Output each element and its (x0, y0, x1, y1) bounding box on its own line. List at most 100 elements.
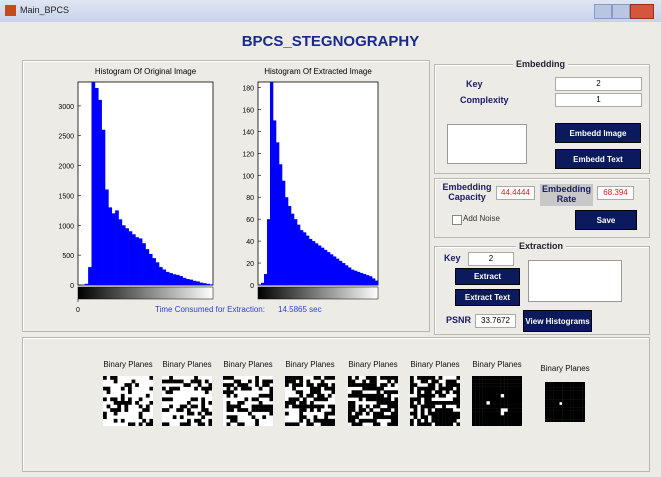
histogram-bar (98, 100, 102, 285)
histogram-bar (312, 241, 315, 285)
plane-cell (551, 419, 554, 422)
plane-cell (110, 408, 114, 412)
plane-cell (380, 408, 384, 412)
plane-cell (479, 422, 483, 426)
plane-cell (431, 405, 435, 409)
plane-cell (296, 397, 300, 401)
plane-cell (331, 408, 335, 412)
plane-cell (255, 380, 259, 384)
plane-cell (559, 393, 562, 396)
plane-cell (103, 387, 107, 391)
plane-cell (259, 394, 263, 398)
plane-cell (562, 393, 565, 396)
plane-cell (198, 380, 202, 384)
histogram-bar (196, 281, 200, 285)
plane-cell (227, 387, 231, 391)
plane-cell (574, 408, 577, 411)
histogram-bar (115, 210, 119, 285)
plane-cell (142, 419, 146, 423)
plane-cell (391, 419, 395, 423)
plane-cell (579, 405, 582, 408)
plane-cell (545, 419, 548, 422)
plane-cell (497, 408, 501, 412)
plane-cell (571, 391, 574, 394)
histogram-bar (267, 219, 270, 285)
plane-cell (511, 383, 515, 387)
plane-cell (508, 405, 512, 409)
histogram-bar (282, 181, 285, 285)
plane-cell (439, 408, 443, 412)
plane-cell (556, 385, 559, 388)
plane-cell (449, 401, 453, 405)
plane-label: Binary Planes (343, 360, 403, 369)
plane-cell (194, 380, 198, 384)
plane-cell (292, 397, 296, 401)
plane-cell (497, 394, 501, 398)
plane-cell (508, 383, 512, 387)
plane-cell (234, 405, 238, 409)
plane-cell (486, 397, 490, 401)
plane-cell (576, 402, 579, 405)
plane-cell (285, 405, 289, 409)
plane-cell (414, 405, 418, 409)
plane-cell (306, 405, 310, 409)
plane-cell (241, 383, 245, 387)
plane-cell (296, 383, 300, 387)
plane-cell (248, 412, 252, 416)
plane-label: Binary Planes (405, 360, 465, 369)
plane-cell (446, 380, 450, 384)
plane-cell (551, 416, 554, 419)
plane-cell (299, 412, 303, 416)
plane-cell (551, 405, 554, 408)
plane-cell (456, 387, 460, 391)
plane-cell (201, 397, 205, 401)
plane-cell (352, 401, 356, 405)
plane-cell (410, 390, 414, 394)
plane-cell (285, 383, 289, 387)
plane-cell (387, 376, 391, 380)
plane-cell (355, 412, 359, 416)
plane-cell (306, 394, 310, 398)
plane-cell (501, 415, 505, 419)
plane-cell (384, 408, 388, 412)
plane-cell (565, 388, 568, 391)
plane-cell (515, 397, 519, 401)
plane-cell (565, 411, 568, 414)
plane-cell (183, 383, 187, 387)
plane-cell (479, 397, 483, 401)
page: Main_BPCS BPCS_STEGNOGRAPHY Time Consume… (0, 0, 661, 477)
plane-cell (476, 412, 480, 416)
plane-cell (373, 394, 377, 398)
plane-cell (162, 387, 166, 391)
histogram-bar (300, 230, 303, 285)
plane-cell (515, 408, 519, 412)
plane-cell (568, 385, 571, 388)
plane-cell (121, 401, 125, 405)
plane-cell (504, 405, 508, 409)
plane-cell (417, 394, 421, 398)
histogram-bar (206, 284, 210, 285)
plane-cell (446, 412, 450, 416)
plane-cell (446, 408, 450, 412)
plane-cell (545, 413, 548, 416)
plane-cell (227, 401, 231, 405)
plane-cell (285, 422, 289, 426)
plane-cell (201, 422, 205, 426)
plane-cell (424, 390, 428, 394)
plane-cell (128, 390, 132, 394)
plane-cell (479, 380, 483, 384)
gray-scale-bar (258, 287, 378, 299)
plane-cell (428, 405, 432, 409)
plane-cell (456, 397, 460, 401)
plane-cell (331, 419, 335, 423)
plane-cell (472, 383, 476, 387)
plane-cell (483, 383, 487, 387)
plane-cell (317, 390, 321, 394)
plane-cell (169, 405, 173, 409)
plane-cell (314, 405, 318, 409)
plane-cell (497, 390, 501, 394)
plane-cell (310, 422, 314, 426)
plane-cell (559, 391, 562, 394)
plane-cell (424, 397, 428, 401)
plane-cell (299, 380, 303, 384)
